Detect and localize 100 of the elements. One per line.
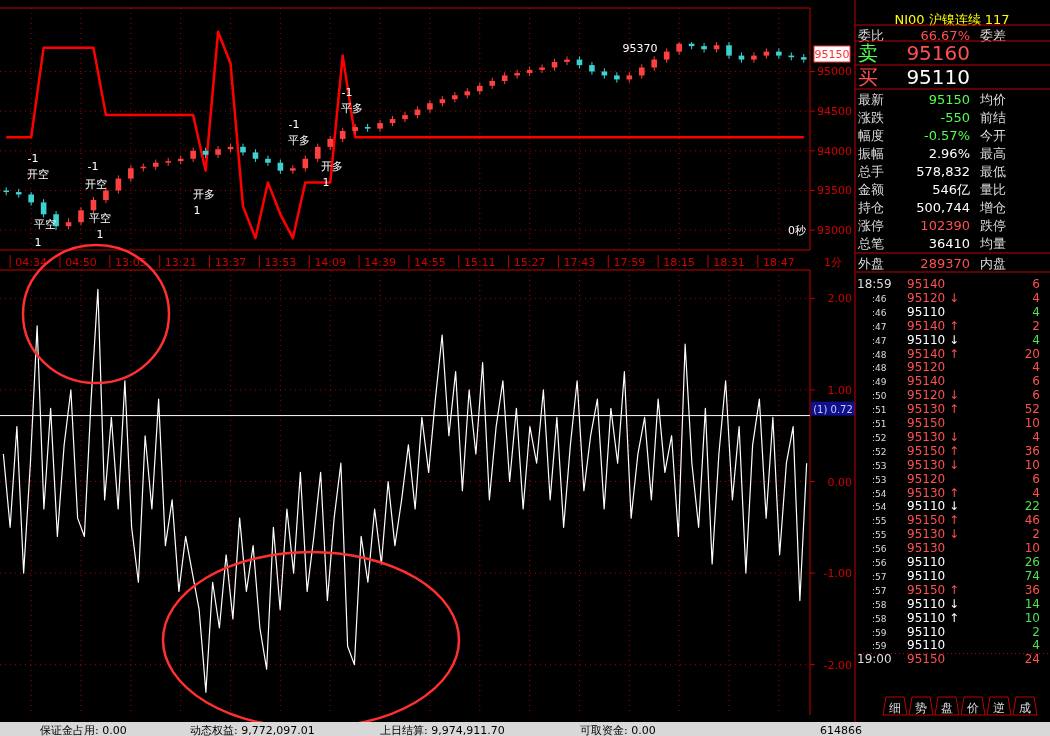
candlestick [377, 119, 383, 133]
x-tick-label: 17:59 [613, 256, 646, 269]
y-tick-label: -2.00 [823, 658, 852, 672]
data-label: 4 [1032, 332, 1040, 347]
category-label: :51 [872, 405, 887, 416]
text: 95150 ↑ [907, 443, 960, 458]
category-label: :48 [872, 363, 887, 374]
category-label: 金额 [858, 182, 884, 197]
category-label: 委比 [858, 28, 884, 43]
data-label: 6 [1032, 277, 1040, 291]
text: 95130 ↑ [907, 402, 960, 417]
line-series [4, 30, 806, 240]
candlestick [265, 155, 271, 167]
text: 95140 [907, 277, 946, 291]
text: 95130 ↓ [907, 429, 960, 444]
category-label: :49 [872, 377, 887, 388]
x-tick-label: 04:50 [65, 256, 97, 269]
data-label: 4 [1032, 429, 1040, 444]
text: 价 [966, 701, 979, 715]
category-label: :58 [872, 613, 887, 624]
data-label: 10 [1024, 416, 1040, 430]
text: 逆 [993, 701, 1005, 715]
candlestick [78, 206, 84, 226]
text: 增仓 [979, 200, 1006, 215]
text: 95110 [907, 638, 946, 653]
data-label: 74 [1024, 568, 1040, 583]
category-label: :56 [872, 544, 887, 555]
text: 上日结算: 9,974,911.70 [380, 724, 505, 736]
x-tick-label: 17:43 [563, 256, 596, 269]
x-tick-label: 18:47 [762, 256, 795, 269]
text: 614866 [820, 724, 862, 736]
category-label: :48 [872, 349, 887, 360]
text: 95130 ↑ [907, 485, 960, 500]
text: 95110 [907, 555, 946, 569]
data-label: 10 [1024, 541, 1040, 556]
category-label: 卖 [858, 41, 878, 65]
text: 95150 ↑ [907, 582, 960, 597]
text: 最高 [980, 146, 1006, 161]
y-tick-label: 93500 [817, 184, 852, 198]
x-tick-label: 14:39 [364, 256, 396, 269]
candlestick [314, 143, 321, 163]
data-label: 26 [1024, 555, 1040, 569]
category-label: 19:00 [857, 652, 892, 667]
category-label: 18:59 [857, 277, 892, 291]
y-tick-label: 94000 [817, 144, 852, 158]
y-tick-label: 94500 [817, 105, 852, 119]
text: 细 [889, 701, 901, 715]
text: 95110 ↓ [907, 499, 960, 514]
annotation: 平多 [288, 134, 310, 147]
category-label: :52 [872, 446, 887, 457]
candlestick [427, 99, 433, 114]
y-tick-label: 2.00 [827, 292, 852, 306]
text: 95160 [906, 41, 970, 65]
text: 95120 ↓ [907, 290, 960, 305]
text: 均量 [979, 236, 1006, 251]
text: 95150 [814, 48, 850, 61]
category-label: :59 [872, 641, 887, 652]
annotation: 95370 [622, 42, 658, 55]
data-label: 4 [1032, 485, 1040, 500]
candlestick [701, 42, 707, 53]
text: 跌停 [980, 218, 1006, 233]
text: 势 [915, 701, 927, 715]
text: 95110 ↓ [907, 596, 960, 611]
category-label: 涨跌 [858, 110, 884, 125]
text: 前结 [980, 110, 1006, 125]
text: 委差 [980, 28, 1006, 43]
category-label: :47 [872, 335, 887, 346]
data-label: 6 [1032, 374, 1040, 389]
category-label: 持仓 [858, 200, 884, 215]
category-label: :55 [872, 516, 887, 527]
annotation: 1 [96, 228, 104, 241]
data-label: 4 [1032, 304, 1040, 319]
data-label: 10 [1024, 457, 1040, 472]
x-tick-label: 14:55 [414, 256, 446, 269]
category-label: :54 [872, 488, 887, 499]
data-label: 2 [1032, 318, 1040, 333]
x-tick-label: 15:27 [513, 256, 546, 269]
text: 95110 [907, 624, 946, 639]
text: NI00 沪镍连续 117 [894, 12, 1010, 27]
annotation: 1 [34, 236, 42, 249]
candlestick [539, 63, 545, 74]
candlestick [751, 51, 757, 64]
x-tick-label: 14:09 [314, 256, 347, 269]
category-label: 幅度 [858, 128, 884, 143]
category-label: :50 [872, 391, 887, 402]
data-label: 2 [1032, 527, 1040, 542]
x-tick-label: 18:15 [663, 256, 696, 269]
category-label: :52 [872, 432, 887, 443]
text: 内盘 [980, 256, 1006, 271]
x-tick-label: 15:11 [463, 256, 496, 269]
candlestick [40, 198, 47, 218]
annotation: -1 [27, 152, 39, 165]
y-tick-label: 93000 [817, 224, 852, 238]
ref-line-label: (1) 0.72 [813, 403, 853, 415]
annotation: 开空 [27, 168, 49, 181]
candlestick [589, 61, 595, 76]
text: 95110 [907, 568, 946, 583]
data-label: 24 [1024, 652, 1040, 667]
data-label: 22 [1024, 499, 1040, 514]
text: 95150 [907, 652, 946, 667]
